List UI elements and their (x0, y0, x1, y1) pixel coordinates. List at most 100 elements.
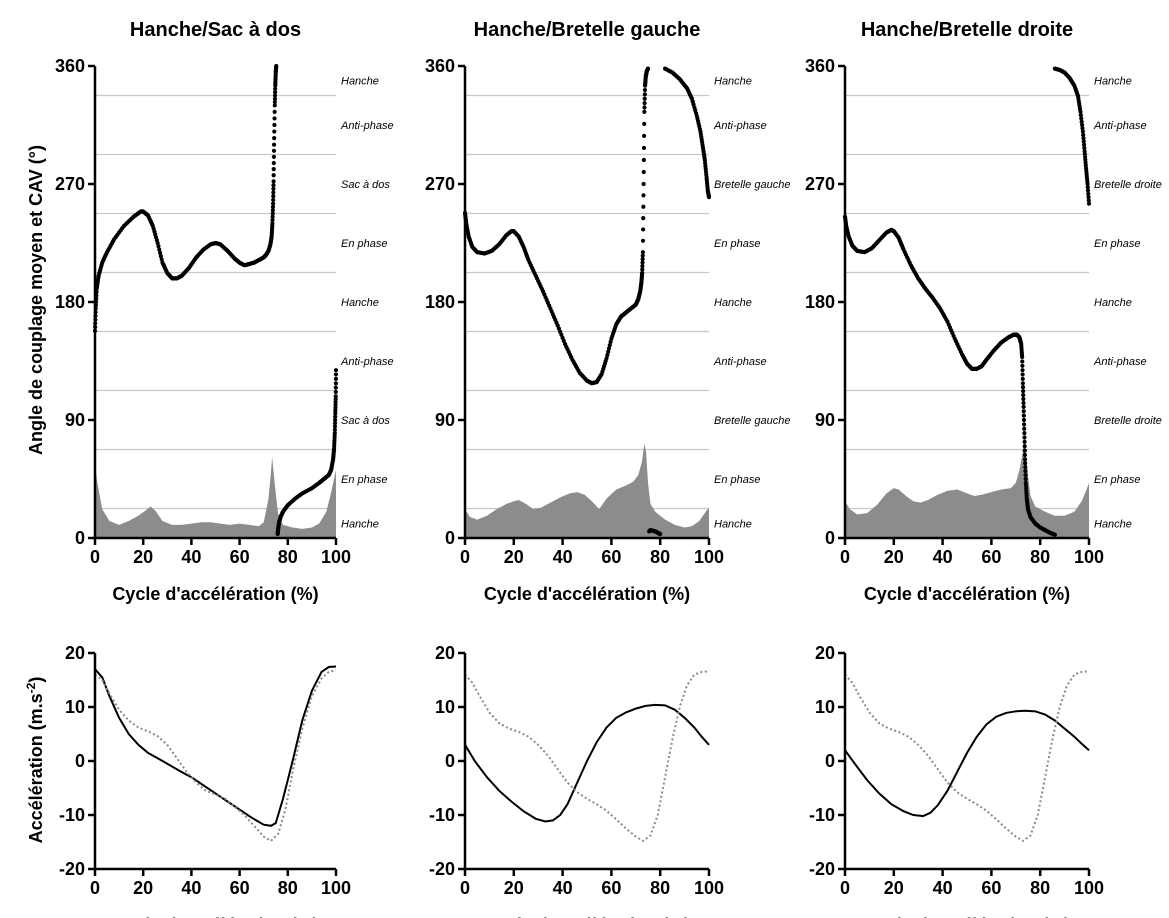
x-tick-label: 60 (230, 878, 250, 898)
coupling-angle-point (1078, 109, 1083, 114)
coupling-angle-point (155, 240, 160, 246)
coupling-angle-point (1079, 122, 1085, 128)
coupling-angle-point (642, 87, 648, 93)
x-tick-label: 40 (553, 878, 573, 898)
coupling-angle-point (332, 424, 338, 429)
coupling-angle-point (642, 105, 647, 110)
x-tick-label: 100 (1074, 547, 1104, 567)
coupling-angle-point (1022, 435, 1027, 440)
coupling-angle-point (270, 221, 275, 226)
coupling-angle-point (271, 182, 276, 188)
coupling-angle-point (1081, 139, 1086, 144)
band-label: Hanche (714, 519, 752, 531)
band-label: Anti-phase (340, 120, 394, 132)
coupling-angle-point (333, 414, 338, 419)
coupling-angle-point (642, 101, 647, 106)
x-tick-label: 20 (884, 547, 904, 567)
y-tick-label: 270 (425, 174, 455, 194)
coupling-angle-point (1023, 476, 1028, 482)
coupling-angle-point (640, 238, 646, 243)
acceleration-line-dotted (94, 669, 337, 843)
coupling-angle-point (1086, 201, 1092, 206)
coupling-angle-point (272, 136, 277, 141)
coupling-angle-point (157, 247, 162, 252)
chart-3: Hanche/Bretelle droite 0 90 180 270 360 0 20 40 6… (805, 19, 1162, 604)
x-tick-label: 100 (1074, 878, 1104, 898)
coupling-angle-point (1020, 354, 1025, 360)
coupling-angle-point (1085, 188, 1091, 193)
chart-1: Hanche/Sac à dos 0 90 180 270 360 0 20 40 60 80 100… (55, 19, 394, 604)
x-tick-label: 0 (840, 547, 850, 567)
coupling-angle-point (333, 381, 338, 386)
x-tick-label: 40 (181, 547, 201, 567)
acceleration-line-solid (94, 665, 337, 827)
band-label: En phase (1094, 238, 1140, 250)
x-tick-label: 40 (933, 547, 953, 567)
variability-area (95, 456, 336, 538)
coupling-angle-point (1023, 472, 1028, 478)
band-label: Hanche (714, 297, 752, 309)
coupling-angle-point (333, 372, 339, 377)
coupling-angle-point (658, 531, 663, 537)
x-tick-label: 20 (504, 547, 524, 567)
coupling-angle-point (1021, 417, 1027, 423)
coupling-angle-point (333, 385, 338, 390)
coupling-angle-point (1021, 413, 1026, 418)
band-label: Hanche (1094, 297, 1132, 309)
x-tick-label: 80 (650, 547, 670, 567)
x-tick-label: 20 (133, 547, 153, 567)
x-tick-label: 100 (321, 878, 351, 898)
coupling-angle-point (1020, 363, 1025, 368)
x-tick-label: 80 (278, 878, 298, 898)
coupling-angle-point (271, 186, 276, 191)
y-tick-label: 180 (55, 292, 85, 312)
coupling-angle-point (640, 250, 645, 255)
coupling-angle-point (1079, 119, 1084, 124)
y-tick-label: -20 (59, 859, 85, 879)
coupling-angle-point (606, 349, 611, 354)
x-axis-label: Cycle d'accélération (%) (484, 915, 690, 918)
coupling-angle-point (1022, 452, 1028, 458)
coupling-angle-point (272, 93, 278, 98)
y-tick-label: 20 (815, 643, 835, 663)
coupling-angle-point (641, 193, 646, 198)
x-tick-label: 0 (460, 878, 470, 898)
y-tick-label: 180 (805, 292, 835, 312)
coupling-angle-point (640, 267, 645, 272)
coupling-angle-point (642, 133, 647, 139)
coupling-angle-point (608, 339, 613, 345)
coupling-angle-point (272, 103, 277, 108)
y-tick-label: 0 (75, 528, 85, 548)
x-axis-label: Cycle d'accélération (%) (864, 584, 1070, 604)
coupling-angle-point (270, 204, 276, 210)
coupling-angle-point (158, 254, 163, 259)
coupling-angle-point (1085, 181, 1090, 187)
coupling-angle-point (1021, 396, 1026, 402)
coupling-angle-point (271, 201, 276, 206)
coupling-angle-point (1086, 191, 1091, 196)
acceleration-line-dotted (844, 670, 1090, 843)
coupling-angle-point (641, 227, 646, 232)
x-axis-label: Cycle d'accélération (%) (864, 915, 1070, 918)
coupling-angle-point (1085, 185, 1090, 190)
coupling-angle-point (1080, 126, 1085, 131)
coupling-angle-point (270, 208, 275, 213)
y-tick-label: 20 (435, 643, 455, 663)
coupling-angle-point (640, 271, 645, 276)
x-tick-label: 80 (1030, 878, 1050, 898)
band-label: Bretelle gauche (714, 415, 790, 427)
x-tick-label: 80 (278, 547, 298, 567)
y-tick-label: 90 (65, 410, 85, 430)
y-tick-label: 0 (825, 751, 835, 771)
band-label: Anti-phase (1093, 120, 1147, 132)
chart-4: -20 -10 0 10 20 0 20 40 60 80 100 Cycle d'accélérat… (59, 643, 351, 918)
y-tick-label: 270 (55, 174, 85, 194)
coupling-angle-point (271, 179, 276, 184)
chart-2: Hanche/Bretelle gauche 0 90 180 270 360 0 20 40 6… (425, 19, 791, 604)
coupling-angle-point (1081, 136, 1086, 141)
coupling-angle-point (272, 129, 277, 134)
variability-area (465, 443, 709, 538)
x-tick-label: 60 (601, 878, 621, 898)
y-tick-label: 20 (65, 643, 85, 663)
coupling-angle-point (274, 63, 279, 69)
